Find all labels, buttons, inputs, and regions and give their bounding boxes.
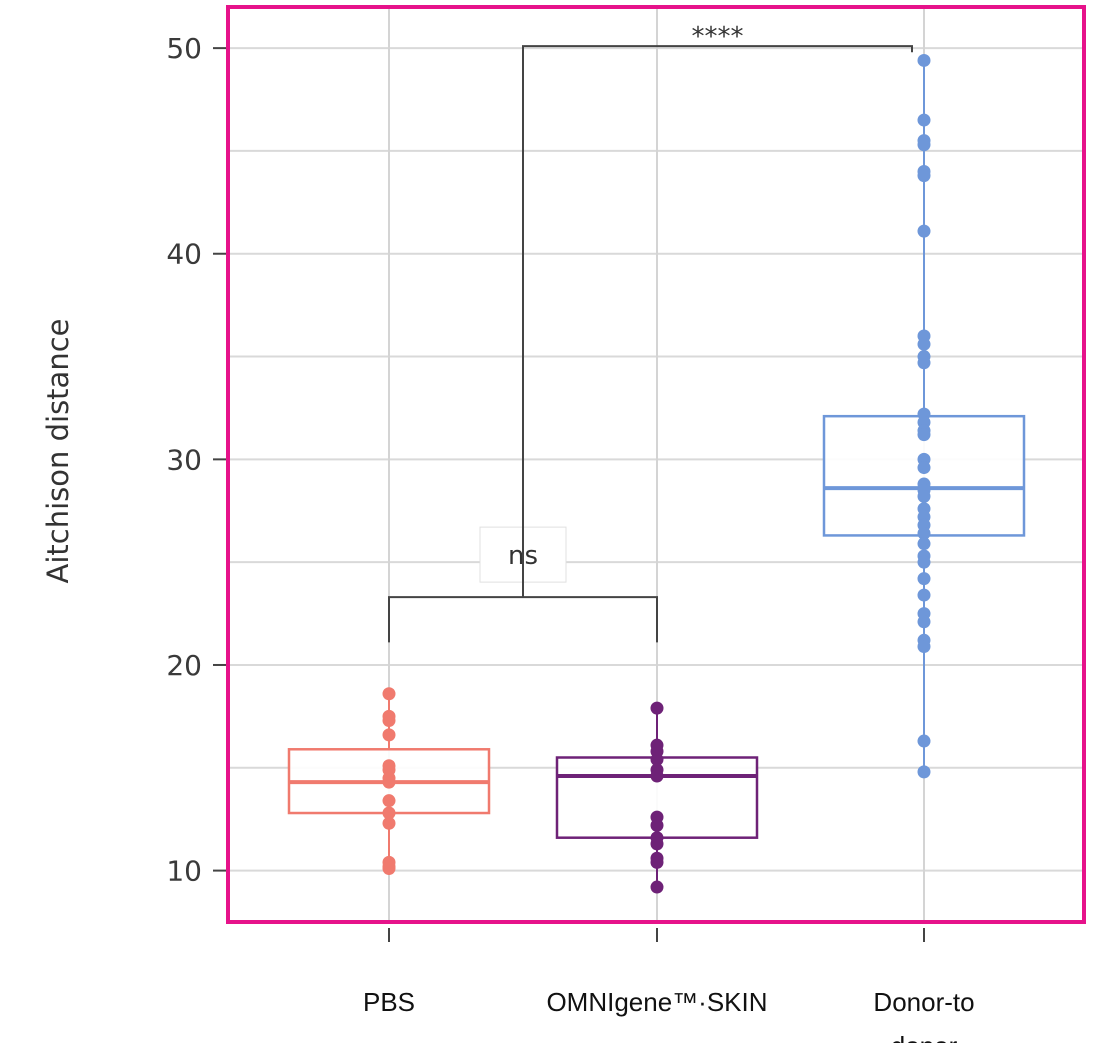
data-point [650, 837, 664, 851]
data-point [382, 687, 396, 701]
y-tick-label: 40 [166, 238, 202, 271]
data-point [650, 753, 664, 767]
data-point [650, 701, 664, 715]
data-point [917, 461, 931, 475]
significance-annotations: ns**** [388, 22, 913, 643]
data-point [917, 537, 931, 551]
y-tick-label: 20 [166, 649, 202, 682]
data-point [382, 862, 396, 876]
significance-stars: **** [692, 22, 744, 52]
data-point [917, 572, 931, 586]
ns-bracket [388, 596, 658, 643]
data-point [917, 138, 931, 152]
data-point [917, 53, 931, 67]
data-point [917, 224, 931, 238]
data-point [917, 734, 931, 748]
y-tick-label: 10 [166, 855, 202, 888]
data-point [917, 615, 931, 629]
data-point [917, 526, 931, 540]
y-tick-label: 50 [166, 32, 202, 65]
data-point [382, 775, 396, 789]
data-point [917, 356, 931, 370]
data-point [650, 818, 664, 832]
data-point [650, 880, 664, 894]
data-point [650, 855, 664, 869]
y-tick-label: 30 [166, 443, 202, 476]
significance-bracket [522, 45, 913, 598]
data-point [382, 728, 396, 742]
x-category-label: PBS [363, 987, 415, 1017]
x-category-label: Donor-to [873, 987, 974, 1017]
y-axis-label: Aitchison distance [41, 319, 75, 584]
data-point [382, 816, 396, 830]
highlight-frame [226, 5, 1086, 924]
data-point [917, 337, 931, 351]
data-points [382, 53, 931, 894]
data-point [917, 588, 931, 602]
data-point [382, 794, 396, 808]
data-point [917, 428, 931, 442]
data-point [917, 169, 931, 183]
axes: 10 20 30 40 50 PBS OMNIgene™·SKIN Donor-to donor [166, 32, 974, 1043]
data-point [917, 489, 931, 503]
data-point [917, 555, 931, 569]
x-category-label: donor [891, 1031, 958, 1043]
x-category-label: OMNIgene™·SKIN [546, 987, 767, 1017]
data-point [917, 765, 931, 779]
data-point [382, 713, 396, 727]
data-point [917, 639, 931, 653]
data-point [382, 806, 396, 820]
data-point [917, 113, 931, 127]
data-point [650, 769, 664, 783]
